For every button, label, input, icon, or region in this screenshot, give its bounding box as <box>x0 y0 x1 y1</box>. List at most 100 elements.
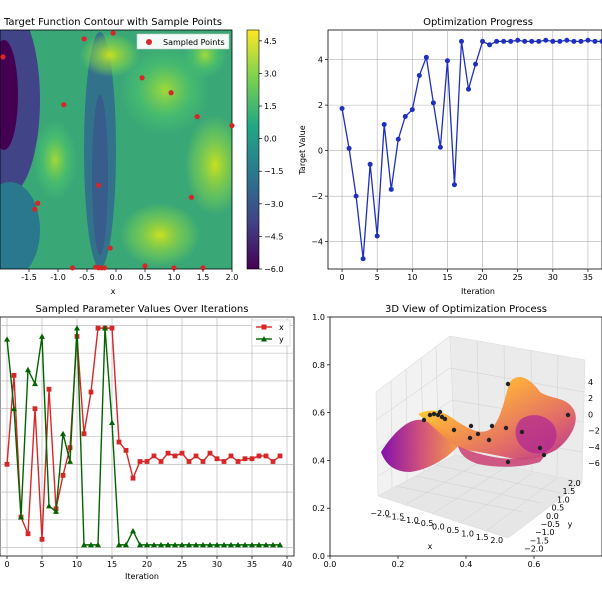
colorbar-tick-label-5: −3.0 <box>264 200 283 209</box>
surface-right-valley <box>515 415 557 454</box>
progress-point-3 <box>360 256 366 262</box>
contour-field <box>0 30 232 269</box>
surface-inner-ztick-4: −4 <box>588 443 600 452</box>
surface-inner-xtick-7: 1.5 <box>476 533 489 542</box>
contour-legend <box>136 33 230 50</box>
params-y-point-15 <box>109 419 115 426</box>
contour-xtick-label-1: -1.0 <box>50 273 66 282</box>
progress-ytick-label-0: 4 <box>318 56 323 65</box>
surface-point-13 <box>537 445 543 451</box>
progress-point-11 <box>416 73 422 79</box>
params-y-point-30 <box>214 541 220 548</box>
surface-inner-ztick-2: 0 <box>588 410 593 419</box>
params-y-point-25 <box>179 541 185 548</box>
params-xtick-label-3: 15 <box>107 560 117 569</box>
contour-bump-4 <box>33 120 77 200</box>
params-y-point-23 <box>165 541 171 548</box>
params-x-point-0 <box>4 461 10 467</box>
contour-xtick-label-4: 0.5 <box>139 273 152 282</box>
surface-inner-xtick-6: 1.0 <box>461 529 474 538</box>
progress-point-26 <box>522 38 528 44</box>
progress-point-9 <box>402 113 408 119</box>
params-x-point-21 <box>151 453 157 459</box>
progress-point-14 <box>437 144 443 150</box>
params-xtick-label-8: 40 <box>282 560 292 569</box>
contour-xtick-label-6: 1.5 <box>197 273 210 282</box>
progress-xtick-label-5: 25 <box>513 273 523 282</box>
params-legend <box>251 319 291 347</box>
surface-point-5 <box>437 409 443 415</box>
surface-point-19 <box>451 427 457 433</box>
params-y-point-3 <box>25 366 31 373</box>
progress-point-13 <box>430 100 436 106</box>
sample-point-7 <box>96 182 102 188</box>
params-x-point-8 <box>60 473 66 478</box>
params-y-point-33 <box>235 541 241 548</box>
surface-ytick-label-5: 1.0 <box>312 313 325 322</box>
params-x-point-3 <box>25 531 31 537</box>
contour-xtick-label-5: 1.0 <box>168 273 181 282</box>
progress-point-35 <box>585 37 591 43</box>
params-x-point-32 <box>228 453 234 459</box>
surface-inner-ytick-7: −1.5 <box>530 536 549 545</box>
params-legend-y: y <box>279 335 284 344</box>
progress-xtick-label-1: 5 <box>375 273 380 282</box>
surface-inner-ytick-6: −1.0 <box>535 528 554 537</box>
params-x-point-26 <box>186 459 192 464</box>
progress-xtick-label-3: 15 <box>442 273 452 282</box>
progress-point-31 <box>557 38 563 44</box>
surface-point-10 <box>489 423 495 429</box>
params-legend-marker-y <box>261 336 267 342</box>
surface-inner-ytick-1: 1.5 <box>563 487 576 496</box>
contour-min-left <box>0 40 18 150</box>
surface-point-15 <box>541 452 547 458</box>
params-x-point-22 <box>158 459 164 464</box>
params-xtick-label-4: 20 <box>142 560 152 569</box>
params-series-y-line <box>6 328 280 546</box>
params-x-point-39 <box>277 453 283 459</box>
sample-point-12 <box>142 263 148 269</box>
contour-bump-3 <box>120 203 200 267</box>
params-x-point-38 <box>270 459 276 464</box>
surface-inner-ytick-0: 2.0 <box>568 479 581 488</box>
params-legend-x: x <box>279 323 284 332</box>
colorbar-tick-label-6: −4.5 <box>264 232 283 241</box>
surface-point-18 <box>468 423 474 429</box>
params-y-point-21 <box>151 541 157 548</box>
params-x-point-9 <box>67 445 73 451</box>
params-y-point-35 <box>249 541 255 548</box>
params-y-point-9 <box>67 458 73 464</box>
progress-point-17 <box>458 38 464 44</box>
colorbar-tick-label-7: −6.0 <box>264 265 283 274</box>
surface-xtick-label-0: 0.0 <box>324 560 337 569</box>
params-y-point-19 <box>137 541 143 548</box>
progress-point-0 <box>339 106 345 112</box>
params-xtick-label-2: 10 <box>72 560 82 569</box>
surface-inner-xtick-0: −2.0 <box>370 509 389 518</box>
params-y-point-34 <box>242 541 248 548</box>
surface-inner-ztick-3: −2 <box>588 427 600 436</box>
params-y-point-37 <box>263 541 269 548</box>
progress-point-29 <box>543 37 549 43</box>
progress-xtick-label-7: 35 <box>583 273 593 282</box>
params-x-point-4 <box>32 406 38 412</box>
params-x-point-20 <box>144 459 150 464</box>
sample-point-9 <box>35 200 41 206</box>
surface-point-7 <box>467 435 473 441</box>
params-y-point-31 <box>221 541 227 548</box>
surface-point-16 <box>565 412 571 418</box>
contour-x-label: x <box>111 287 116 296</box>
surface-inner-ytick-3: 0.5 <box>552 504 565 513</box>
params-series-x-line <box>6 327 281 540</box>
contour-bump-5 <box>80 33 140 77</box>
params-x-point-16 <box>116 439 122 445</box>
params-x-label: Iteration <box>125 572 159 581</box>
progress-point-20 <box>480 38 486 44</box>
progress-point-1 <box>346 145 352 151</box>
params-y-point-8 <box>60 430 66 437</box>
sample-point-19 <box>200 265 206 271</box>
progress-y-label: Target Value <box>298 125 307 175</box>
progress-point-10 <box>409 107 415 113</box>
params-y-point-11 <box>81 541 87 548</box>
colorbar-tick-label-1: 3.0 <box>264 69 277 78</box>
